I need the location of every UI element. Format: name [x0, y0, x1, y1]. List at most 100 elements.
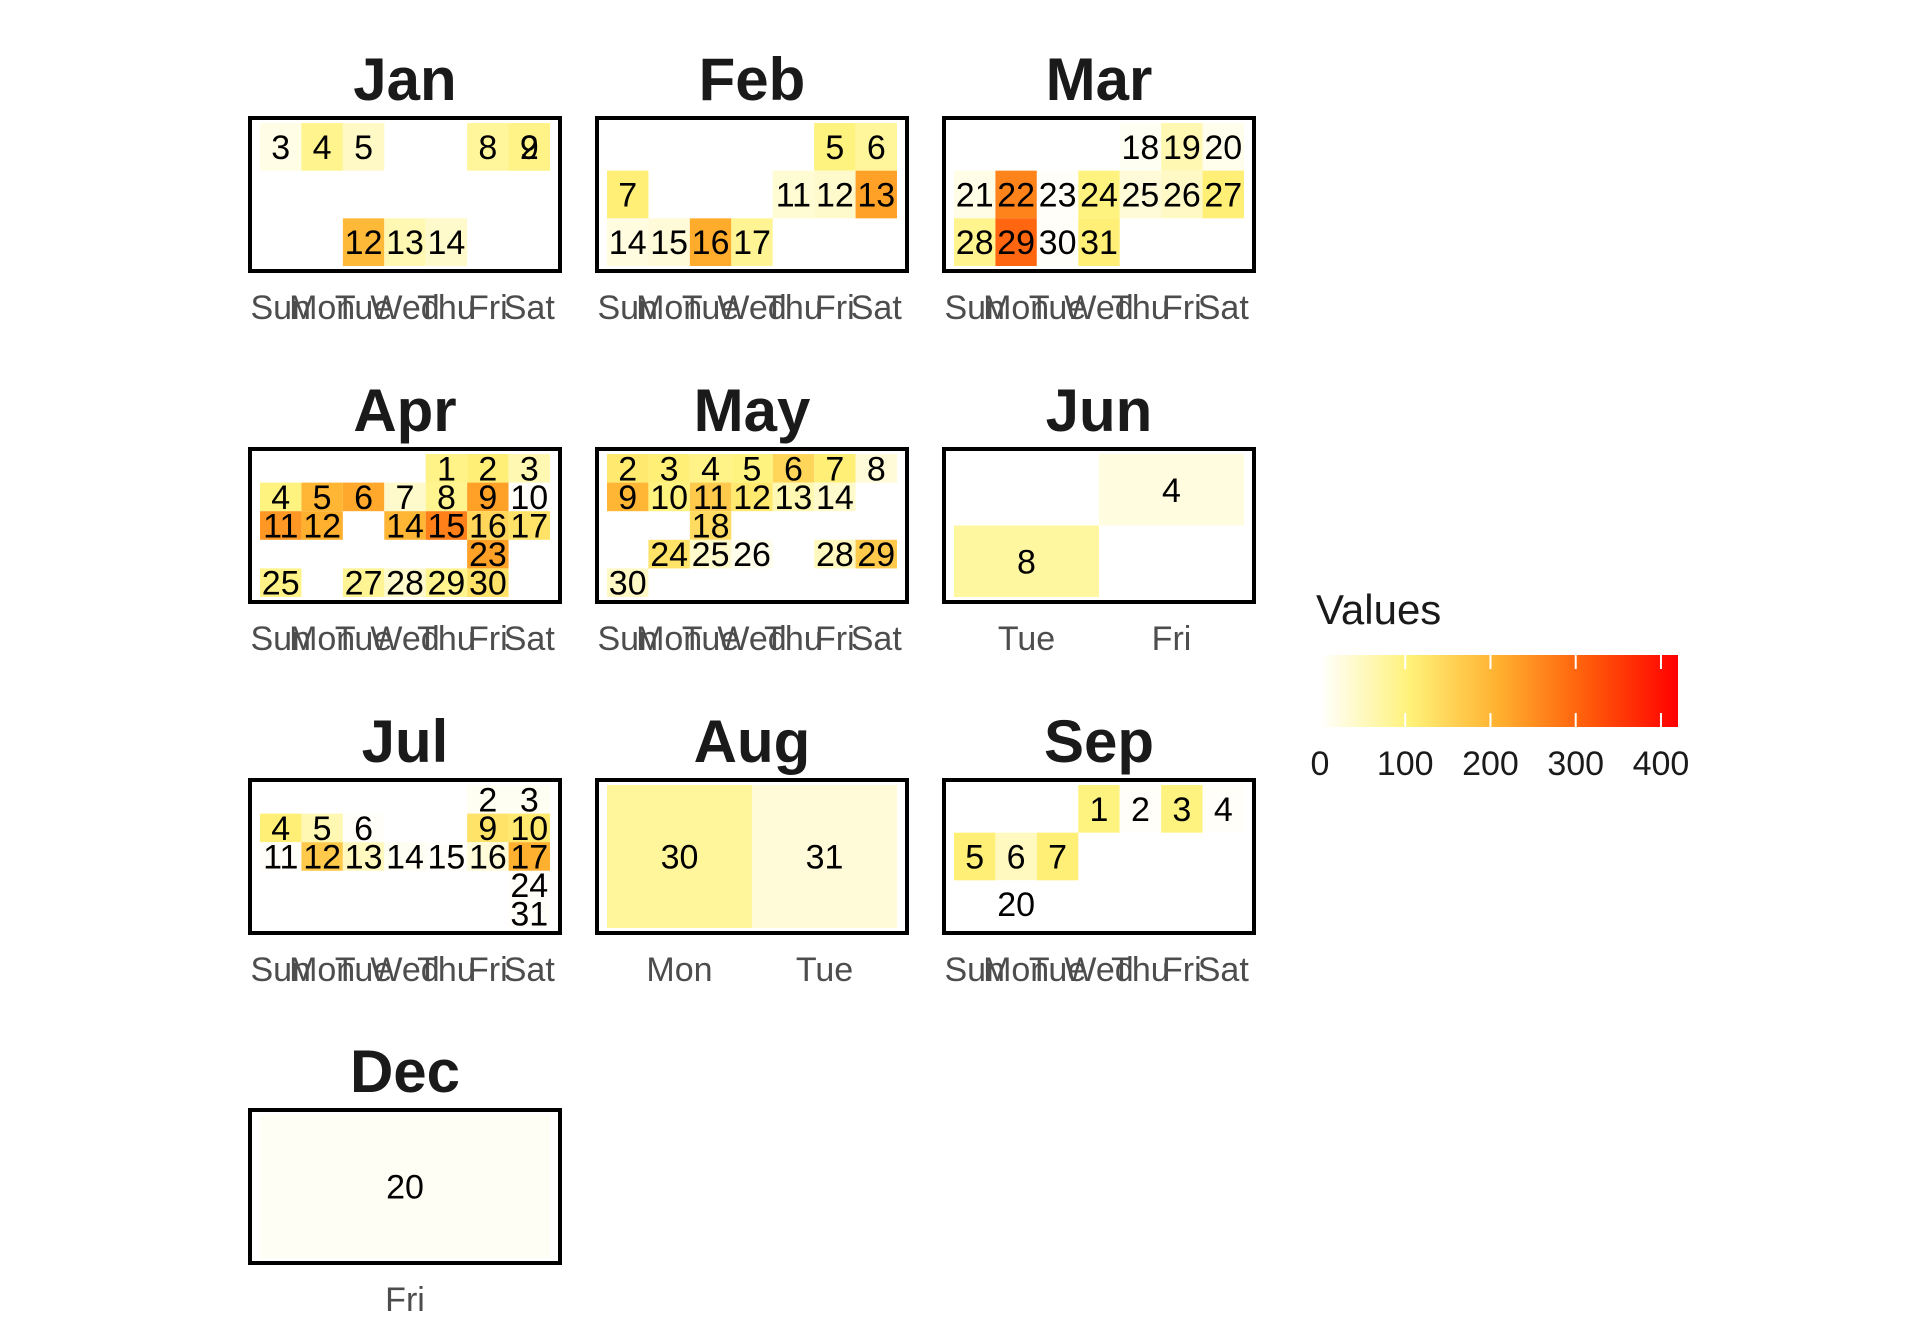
x-tick-label: Thu [417, 951, 476, 989]
x-tick-label: Mon [636, 289, 702, 327]
day-label: 15 [650, 224, 688, 262]
heat-cell [954, 832, 996, 881]
day-label: 27 [1204, 177, 1242, 215]
heat-cell [425, 568, 468, 597]
day-label: 7 [618, 177, 637, 215]
heat-cell [855, 123, 897, 171]
x-tick-label: Mon [983, 289, 1049, 327]
panel-border [595, 778, 909, 935]
heat-cell [467, 842, 509, 871]
heat-cell [1161, 785, 1203, 833]
day-label: 3 [271, 129, 290, 167]
panel-border [595, 116, 909, 273]
heat-cell [648, 454, 690, 483]
heat-cell [384, 218, 426, 266]
x-tick-label: Sun [944, 951, 1005, 989]
x-tick-label: Tue [335, 951, 392, 989]
day-label: 14 [428, 224, 466, 262]
day-label: 14 [386, 508, 424, 546]
day-label: 24 [1080, 177, 1118, 215]
day-label: 4 [313, 129, 332, 167]
heat-cell [855, 170, 897, 219]
x-tick-label: Sat [1198, 289, 1250, 327]
legend-tick-label: 400 [1633, 745, 1690, 783]
day-label: 15 [428, 839, 466, 877]
heat-cell [772, 482, 815, 512]
day-label: 24 [650, 536, 688, 574]
heat-cell [648, 218, 690, 266]
day-label: 2 [1131, 791, 1150, 829]
day-label: 17 [510, 508, 548, 546]
x-tick-label: Fri [1162, 289, 1202, 327]
x-tick-label: Mon [289, 951, 355, 989]
heat-cell [1119, 170, 1162, 219]
day-label: 4 [1162, 472, 1181, 510]
x-tick-label: Tue [1029, 289, 1086, 327]
heat-cell [384, 842, 426, 871]
heat-cell [1202, 123, 1244, 171]
x-tick-label: Sat [851, 289, 903, 327]
x-tick-label: Sun [597, 289, 658, 327]
x-tick-label: Tue [682, 289, 739, 327]
heat-cell [772, 454, 815, 483]
legend-ticks: 0 100 200 300 400 [1311, 655, 1690, 783]
day-label: 12 [303, 839, 341, 877]
heat-cell [607, 170, 649, 219]
x-tick-label: Mon [636, 620, 702, 658]
heat-cell [467, 482, 509, 512]
day-label: 20 [386, 1169, 424, 1207]
day-label: 11 [693, 479, 728, 517]
heat-cell [467, 568, 509, 597]
x-tick-label: Fri [468, 951, 508, 989]
day-label: 1 [437, 450, 456, 488]
day-label: 3 [520, 781, 539, 819]
heat-cell [425, 218, 468, 266]
month-panel-mar: Mar 18 19 20 21 22 23 24 25 26 27 28 29 30 31 SunMonTue… [942, 46, 1256, 327]
x-tick-label: Sat [504, 620, 556, 658]
heat-cell [648, 539, 690, 569]
day-label: 10 [650, 479, 688, 517]
day-label: 9 [520, 129, 539, 167]
heat-cell [855, 539, 897, 569]
panel-border [248, 116, 562, 273]
heat-cell [467, 123, 509, 171]
x-tick-label: Tue [682, 620, 739, 658]
x-tick-label: Sat [504, 951, 556, 989]
day-label: 23 [469, 536, 507, 574]
day-label: 2 [520, 129, 539, 167]
heat-cell [772, 170, 815, 219]
day-label: 8 [478, 129, 497, 167]
heat-cell [995, 880, 1037, 928]
x-tick-label: Fri [1152, 620, 1192, 658]
day-label: 25 [1122, 177, 1160, 215]
day-label: 30 [661, 839, 699, 877]
day-label: 17 [733, 224, 771, 262]
heat-cell [814, 123, 856, 171]
x-tick-label: Wed [717, 289, 786, 327]
x-tick-label: Mon [983, 951, 1049, 989]
day-label: 6 [1007, 839, 1026, 877]
day-label: 8 [1017, 543, 1036, 581]
heat-cell [954, 170, 996, 219]
legend-tick-label: 300 [1547, 745, 1604, 783]
x-tick-label: Mon [289, 289, 355, 327]
heat-cell [260, 482, 302, 512]
heat-cell [1202, 170, 1244, 219]
day-label: 3 [520, 450, 539, 488]
x-tick-label: Fri [385, 1281, 425, 1319]
day-label: 31 [806, 839, 844, 877]
month-panel-feb: Feb 5 6 7 11 12 13 14 15 16 17 SunMonTueWedThuFriSa… [595, 46, 909, 327]
heat-cell [301, 842, 343, 871]
heat-cell [425, 511, 468, 540]
day-label: 11 [263, 508, 298, 546]
legend-tick-label: 0 [1311, 745, 1330, 783]
heat-cell [508, 785, 550, 814]
day-label: 10 [510, 479, 548, 517]
x-tick-label: Sun [250, 289, 311, 327]
day-label: 13 [345, 839, 383, 877]
legend-tick-label: 100 [1377, 745, 1434, 783]
x-tick-label: Thu [1111, 289, 1170, 327]
